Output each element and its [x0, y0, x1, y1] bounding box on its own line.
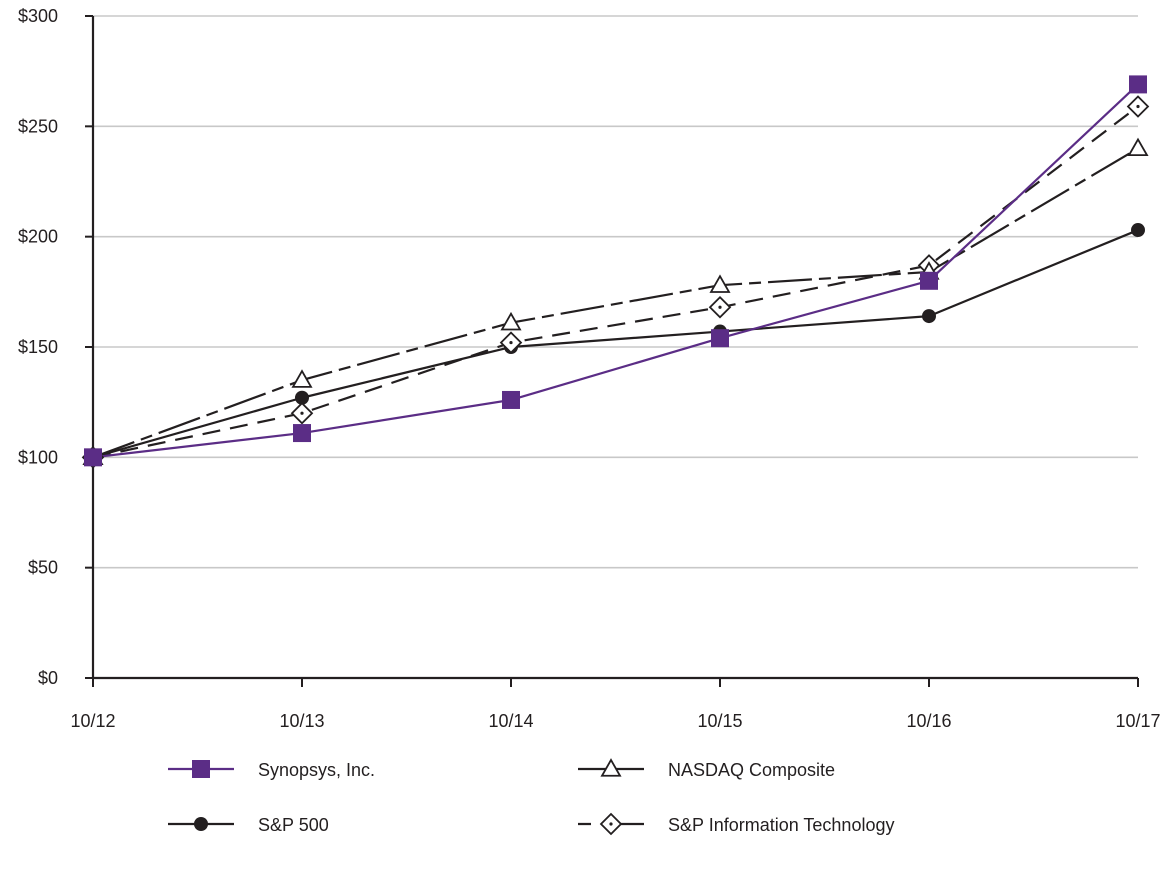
data-point-square: [293, 424, 311, 443]
axes: $0 $50 $100 $150 $200 $250 $300 10/12 10/13 10/14…: [18, 6, 1161, 731]
series-lines: [92, 83, 1139, 459]
data-point-triangle-open: [500, 311, 522, 331]
y-tick-label: $50: [28, 558, 58, 578]
data-point-diamond-open-dot: [509, 340, 513, 345]
data-point-square: [1129, 75, 1147, 94]
data-point-circle: [295, 390, 309, 405]
gridlines: [93, 15, 1138, 569]
y-tick-label: $250: [18, 116, 58, 136]
legend-label: S&P 500: [258, 815, 329, 835]
data-point-square: [84, 448, 102, 467]
data-point-circle: [922, 309, 936, 324]
legend-item: Synopsys, Inc.: [168, 760, 375, 780]
x-tick-label: 10/16: [906, 711, 951, 731]
y-tick-label: $0: [38, 668, 58, 688]
series-markers: [81, 75, 1150, 469]
y-tick-label: $300: [18, 6, 58, 26]
data-point-circle: [1131, 223, 1145, 238]
x-tick-label: 10/12: [70, 711, 115, 731]
data-point-diamond-open-dot: [1136, 104, 1140, 109]
series-line: [92, 147, 1139, 459]
legend-swatch-marker-dot: [609, 822, 613, 826]
series-line: [92, 105, 1139, 459]
series-line: [92, 229, 1139, 459]
legend-swatch-marker: [192, 760, 210, 778]
data-point-square: [920, 271, 938, 290]
data-point-square: [502, 390, 520, 409]
y-tick-label: $100: [18, 447, 58, 467]
x-tick-label: 10/15: [697, 711, 742, 731]
y-tick-label: $200: [18, 227, 58, 247]
data-point-diamond-open: [499, 331, 523, 354]
x-tick-label: 10/17: [1115, 711, 1160, 731]
legend-label: S&P Information Technology: [668, 815, 894, 835]
data-point-square: [711, 329, 729, 348]
legend-swatch-marker: [194, 817, 208, 831]
data-point-triangle-open: [291, 369, 313, 388]
data-point-diamond-open: [290, 401, 314, 425]
data-point-triangle-open: [1127, 137, 1149, 157]
x-tick-label: 10/13: [279, 711, 324, 731]
x-tick-label: 10/14: [488, 711, 533, 731]
legend-label: Synopsys, Inc.: [258, 760, 375, 780]
legend-swatch-marker: [600, 758, 622, 777]
legend: Synopsys, Inc. NASDAQ Composite S&P 500 S&P…: [168, 758, 894, 836]
data-point-triangle-open: [709, 274, 731, 293]
legend-item: S&P 500: [168, 815, 329, 835]
legend-item: NASDAQ Composite: [578, 758, 835, 780]
data-point-diamond-open-dot: [300, 411, 304, 415]
legend-label: NASDAQ Composite: [668, 760, 835, 780]
data-point-diamond-open-dot: [718, 305, 722, 309]
y-tick-label: $150: [18, 337, 58, 357]
legend-swatch-marker: [599, 812, 623, 836]
data-point-diamond-open: [708, 296, 732, 319]
series-line: [92, 83, 1139, 459]
data-point-diamond-open: [1126, 95, 1150, 118]
legend-item: S&P Information Technology: [578, 812, 894, 836]
